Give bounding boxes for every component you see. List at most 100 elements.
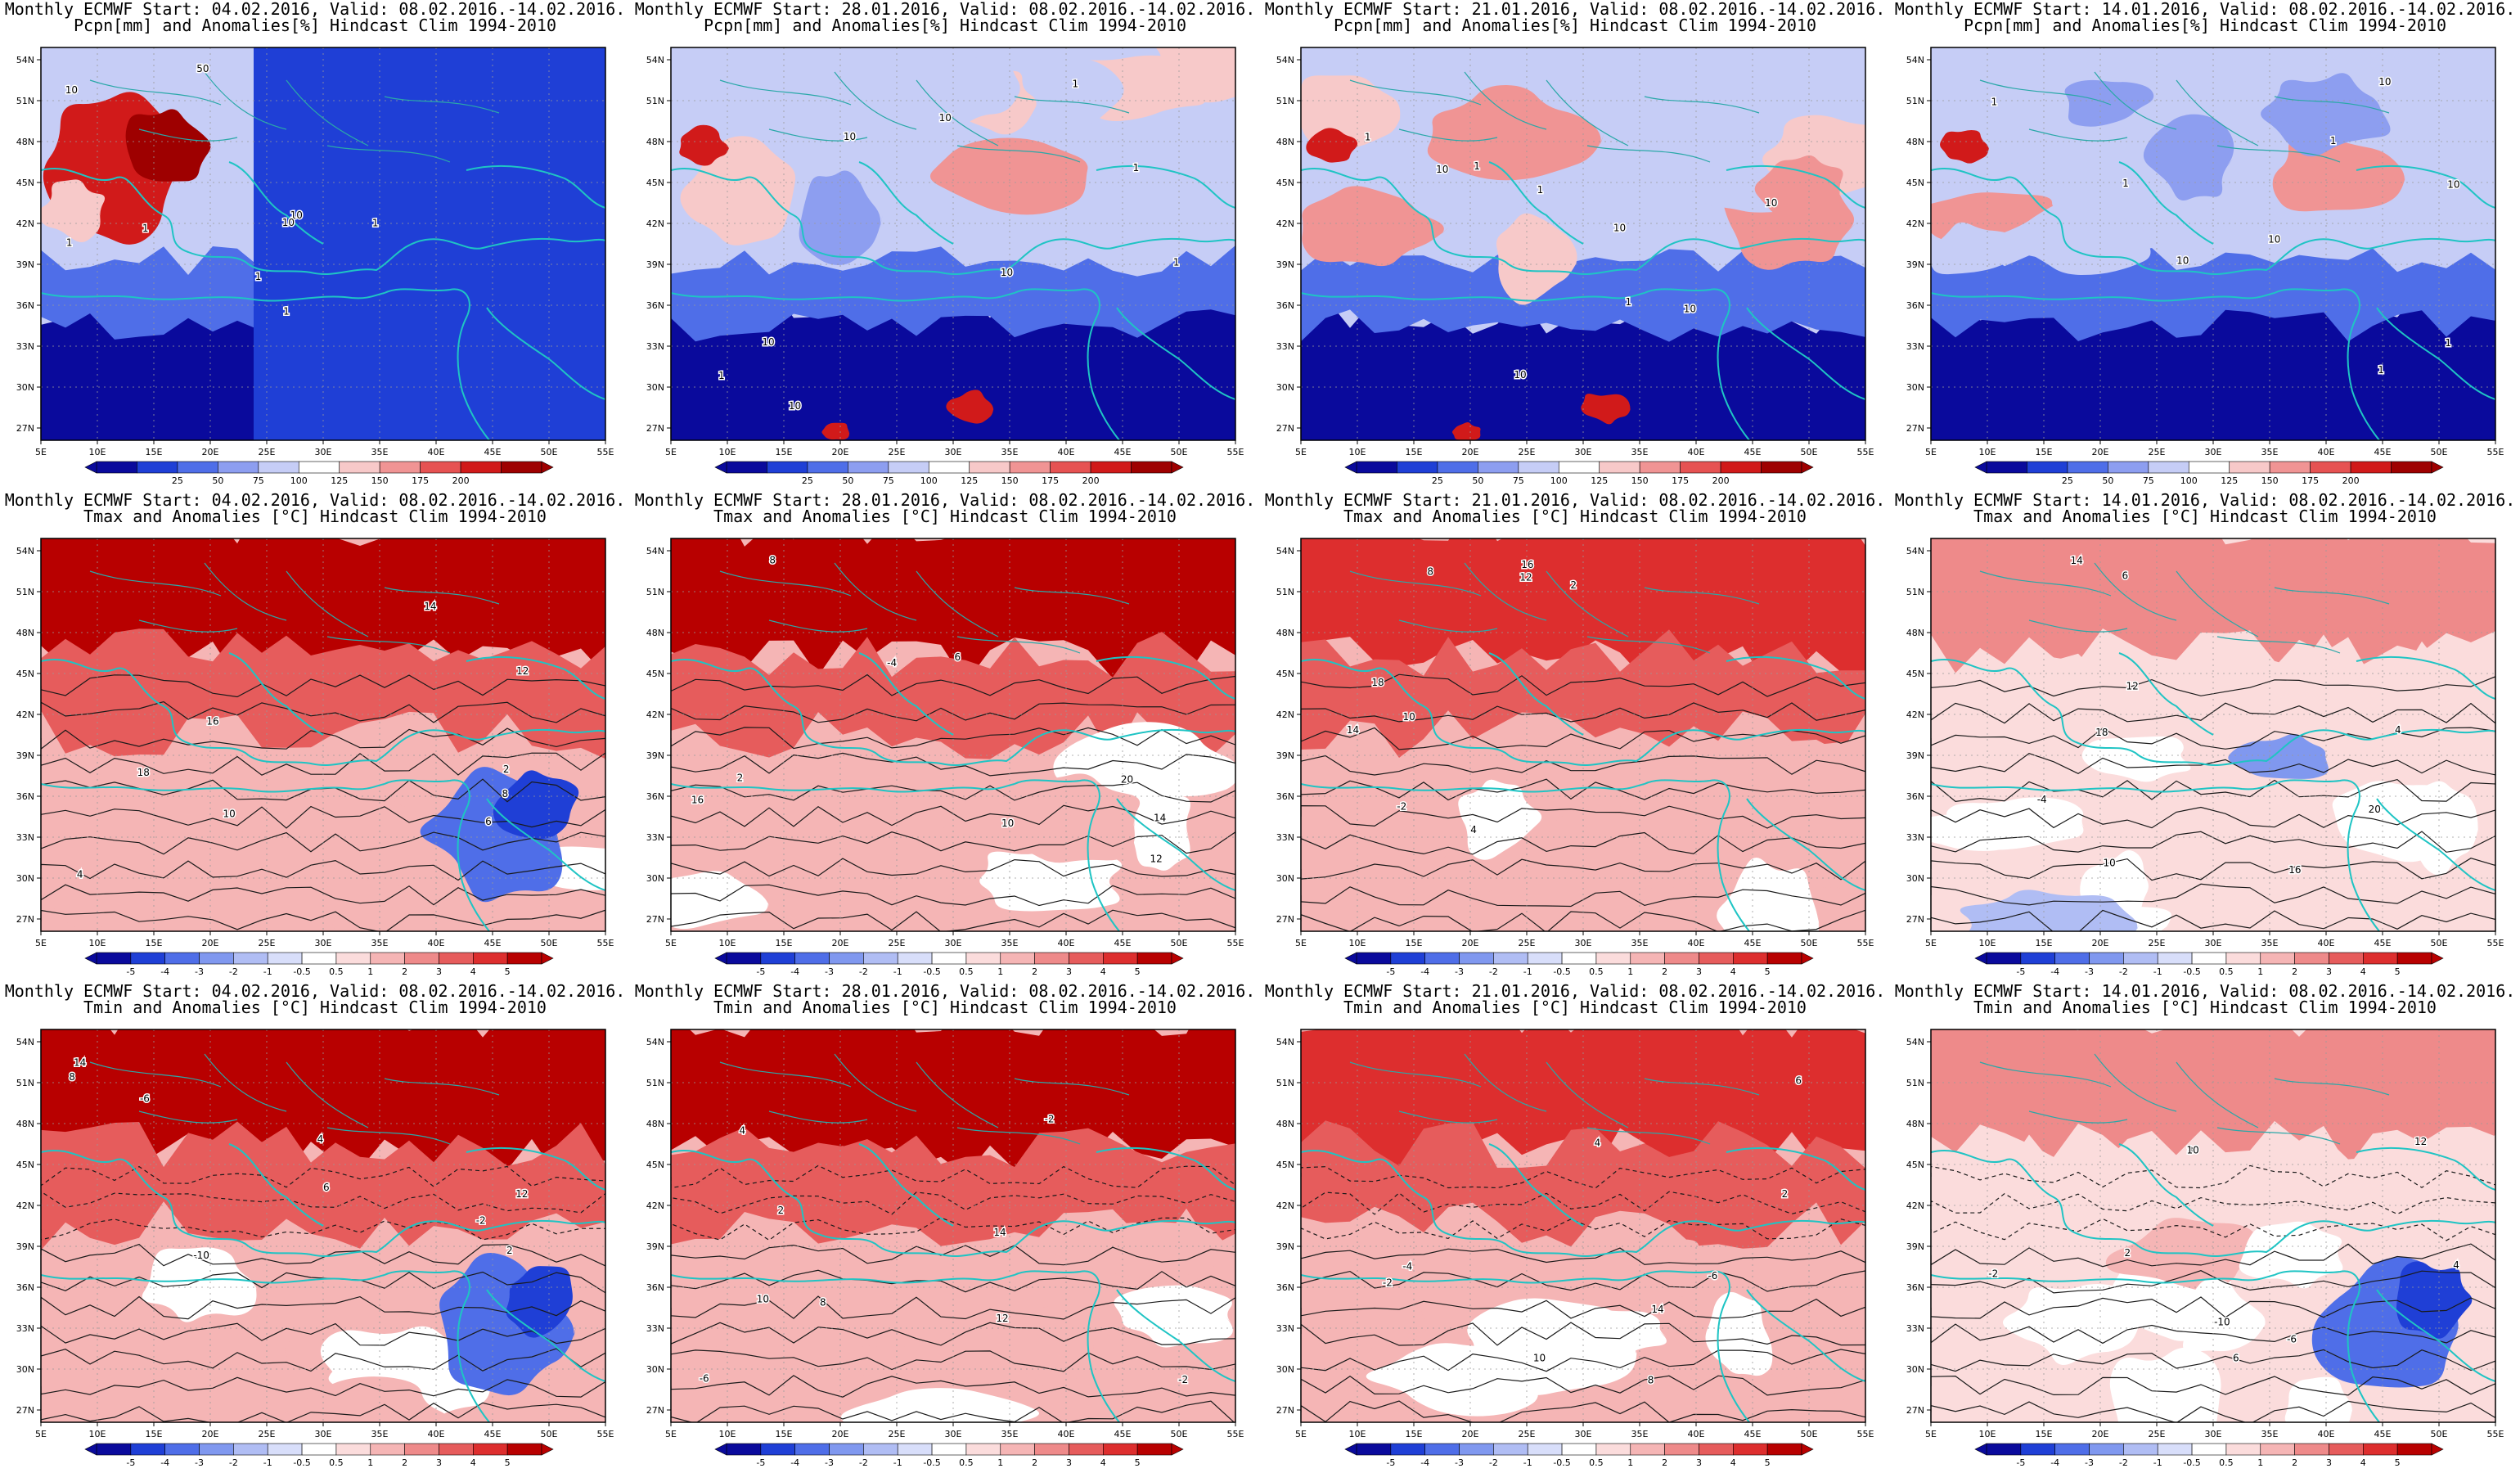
colorbar-swatch — [1733, 1443, 1768, 1456]
lon-tick-label: 20E — [832, 1429, 849, 1437]
lat-tick-label: 45N — [1906, 669, 1924, 679]
lon-tick-label: 5E — [1295, 447, 1307, 455]
colorbar-label: -1 — [2153, 1457, 2162, 1468]
lat-tick-label: 54N — [16, 546, 34, 556]
lon-tick-label: 20E — [202, 447, 219, 455]
colorbar-label: -0.5 — [923, 1457, 940, 1468]
lon-tick-label: 30E — [2205, 1429, 2222, 1437]
lat-tick-label: 27N — [646, 423, 664, 434]
lat-tick-label: 48N — [646, 628, 664, 638]
contour-label: 1 — [1173, 256, 1180, 268]
lon-tick-label: 55E — [2487, 1429, 2504, 1437]
colorbar-swatch — [1390, 1443, 1425, 1456]
lon-tick-label: 30E — [315, 1429, 332, 1437]
panel-subtitle: Tmin and Anomalies [°C] Hindcast Clim 19… — [1343, 998, 1807, 1017]
lat-tick-label: 27N — [1276, 914, 1294, 925]
lat-tick-label: 27N — [16, 914, 34, 925]
colorbar-label: 2 — [1032, 1457, 1037, 1468]
colorbar-label: 1 — [2257, 966, 2263, 977]
colorbar: 25 50 75 100 125 150 175 200 — [1974, 461, 2444, 486]
lon-tick-label: 10E — [1979, 1429, 1996, 1437]
colorbar-label: -3 — [825, 1457, 834, 1468]
colorbar-swatch — [2260, 952, 2295, 965]
lon-tick-label: 10E — [89, 1429, 106, 1437]
colorbar-label: -4 — [160, 966, 169, 977]
colorbar-label: 175 — [412, 475, 429, 486]
colorbar-swatch — [473, 952, 508, 965]
panel-subtitle: Tmin and Anomalies [°C] Hindcast Clim 19… — [713, 998, 1177, 1017]
colorbar-label: 50 — [2102, 475, 2113, 486]
lat-tick-label: 36N — [1906, 1282, 1924, 1293]
lat-tick-label: 48N — [1276, 1119, 1294, 1129]
lat-tick-label: 54N — [646, 546, 664, 556]
contour-label: 16 — [2288, 864, 2301, 876]
panel-subtitle: Pcpn[mm] and Anomalies[%] Hindcast Clim … — [703, 16, 1186, 35]
lon-tick-label: 35E — [371, 447, 389, 455]
contour-label: -6 — [140, 1093, 150, 1105]
colorbar-swatch — [2054, 1443, 2090, 1456]
lat-tick-label: 39N — [646, 1241, 664, 1252]
lon-tick-label: 15E — [1406, 447, 1423, 455]
colorbar-swatch — [1103, 952, 1138, 965]
lat-tick-label: 27N — [646, 1405, 664, 1416]
lat-tick-label: 36N — [646, 300, 664, 311]
contour-label: 10 — [1533, 1352, 1546, 1363]
colorbar-swatch — [1090, 461, 1132, 474]
contour-label: 4 — [2453, 1259, 2459, 1271]
lat-tick-label: 36N — [1276, 300, 1294, 311]
colorbar-label: 50 — [1472, 475, 1483, 486]
lon-tick-label: 55E — [1857, 447, 1874, 455]
lat-tick-label: 45N — [646, 669, 664, 679]
contour-label: 1 — [2378, 364, 2384, 376]
lat-tick-label: 51N — [646, 1078, 664, 1088]
panel-title: Monthly ECMWF Start: 28.01.2016, Valid: … — [634, 0, 1256, 19]
lon-tick-label: 45E — [484, 938, 502, 946]
colorbar-swatch — [130, 952, 165, 965]
lon-tick-label: 15E — [146, 1429, 163, 1437]
colorbar-swatch — [2225, 1443, 2261, 1456]
contour-label: -4 — [2037, 794, 2047, 805]
anomaly-map: -10 -6 -2 2 4 6 8 12 14 5E 10E 15E 20E 25E 30E 35E 40E 45… — [16, 1029, 614, 1437]
colorbar-label: -1 — [2153, 966, 2162, 977]
colorbar-label: 1 — [1627, 966, 1633, 977]
contour-label: 1 — [1133, 162, 1140, 173]
lat-tick-label: 51N — [16, 96, 34, 106]
colorbar-label: 2 — [1662, 966, 1667, 977]
map-panel: Monthly ECMWF Start: 14.01.2016, Valid: … — [1890, 0, 2520, 491]
colorbar-label: 125 — [1591, 475, 1608, 486]
colorbar: 25 50 75 100 125 150 175 200 — [714, 461, 1184, 486]
contour-label: 12 — [516, 665, 529, 677]
colorbar-label: 2 — [1662, 1457, 1667, 1468]
contour-label: 1 — [1537, 184, 1544, 196]
lon-tick-label: 20E — [2092, 938, 2109, 946]
lat-tick-label: 36N — [1906, 791, 1924, 802]
lon-tick-label: 25E — [259, 447, 276, 455]
contour-label: 1 — [66, 236, 73, 248]
panel-title: Monthly ECMWF Start: 04.02.2016, Valid: … — [4, 0, 626, 19]
colorbar-swatch — [1518, 461, 1559, 474]
contour-label: 10 — [2268, 234, 2280, 246]
colorbar-swatch — [96, 952, 132, 965]
lon-tick-label: 15E — [776, 447, 793, 455]
lon-tick-label: 45E — [1744, 1429, 1762, 1437]
contour-label: 10 — [844, 131, 856, 142]
colorbar-swatch — [2123, 1443, 2158, 1456]
lon-tick-label: 50E — [1801, 447, 1818, 455]
lon-tick-label: 10E — [719, 1429, 736, 1437]
colorbar-swatch — [760, 952, 795, 965]
contour-label: 8 — [2187, 1145, 2194, 1156]
colorbar-swatch — [1478, 461, 1519, 474]
colorbar-swatch — [335, 1443, 371, 1456]
colorbar-label: -5 — [2016, 966, 2025, 977]
colorbar-swatch — [969, 461, 1010, 474]
colorbar-swatch — [1459, 952, 1494, 965]
map-panel: Monthly ECMWF Start: 21.01.2016, Valid: … — [1260, 491, 1890, 982]
colorbar-swatch — [1356, 1443, 1392, 1456]
lon-tick-label: 45E — [484, 447, 502, 455]
colorbar-swatch — [2329, 1443, 2364, 1456]
lon-tick-label: 50E — [541, 1429, 558, 1437]
contour-label: 10 — [1613, 223, 1626, 234]
contour-label: -2 — [1178, 1374, 1188, 1385]
contour-label: 10 — [1402, 711, 1415, 723]
